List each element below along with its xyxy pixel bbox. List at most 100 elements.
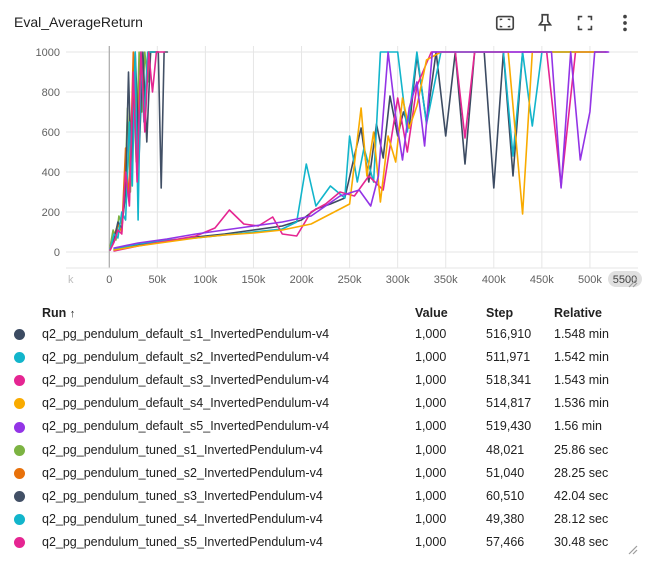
- run-color-dot: [14, 375, 25, 387]
- run-color-dot: [14, 421, 25, 433]
- run-step: 516,910: [486, 326, 532, 341]
- series-line: [113, 51, 609, 252]
- run-relative: 1.548 min: [554, 326, 609, 341]
- series-line: [113, 51, 603, 250]
- x-tick-label: 250k: [338, 274, 362, 286]
- runs-table: Run ↑ Value Step Relative q2_pg_pendulum…: [14, 304, 634, 554]
- table-header-row: Run ↑ Value Step Relative: [14, 304, 634, 322]
- line-chart[interactable]: 0 200 400 600 800 1000 0 50k 100k 150k 200k 250k 300…: [0, 40, 653, 295]
- run-color-dot: [14, 467, 25, 479]
- run-relative: 28.12 sec: [554, 512, 609, 527]
- y-tick-label: 0: [54, 247, 60, 259]
- run-color-dot: [14, 328, 25, 340]
- run-name: q2_pg_pendulum_tuned_s3_InvertedPendulum…: [42, 488, 323, 503]
- table-row[interactable]: q2_pg_pendulum_default_s1_InvertedPendul…: [14, 322, 634, 345]
- table-row[interactable]: q2_pg_pendulum_tuned_s3_InvertedPendulum…: [14, 484, 634, 507]
- run-relative: 28.25 sec: [554, 465, 609, 480]
- run-color-dot: [14, 491, 25, 503]
- fullscreen-button[interactable]: [569, 10, 601, 36]
- run-value: 1,000: [415, 349, 447, 364]
- fullscreen-icon: [577, 15, 593, 31]
- run-value: 1,000: [415, 465, 447, 480]
- run-name: q2_pg_pendulum_default_s4_InvertedPendul…: [42, 396, 330, 411]
- table-row[interactable]: q2_pg_pendulum_tuned_s5_InvertedPendulum…: [14, 531, 634, 554]
- series-line: [109, 51, 166, 251]
- run-value: 1,000: [415, 535, 447, 550]
- run-name: q2_pg_pendulum_tuned_s1_InvertedPendulum…: [42, 442, 323, 457]
- y-tick-label: 1000: [36, 47, 60, 59]
- table-row[interactable]: q2_pg_pendulum_tuned_s4_InvertedPendulum…: [14, 508, 634, 531]
- x-tick-label: 100k: [193, 274, 217, 286]
- x-end-label: 5500: [613, 274, 637, 286]
- run-step: 511,971: [486, 349, 531, 364]
- run-relative: 1.56 min: [554, 419, 602, 434]
- run-step: 51,040: [486, 465, 525, 480]
- run-relative: 25.86 sec: [554, 442, 609, 457]
- run-relative: 42.04 sec: [554, 488, 609, 503]
- run-relative: 1.536 min: [554, 396, 609, 411]
- run-color-dot: [14, 444, 25, 456]
- x-tick-label: 200k: [290, 274, 314, 286]
- run-name: q2_pg_pendulum_tuned_s5_InvertedPendulum…: [42, 535, 323, 550]
- x-tick-label: 500k: [578, 274, 602, 286]
- fit-domain-button[interactable]: [489, 10, 521, 36]
- run-value: 1,000: [415, 326, 447, 341]
- run-relative: 1.542 min: [554, 349, 609, 364]
- run-color-dot: [14, 398, 25, 410]
- pin-button[interactable]: [529, 10, 561, 36]
- x-tick-label: 0: [106, 274, 112, 286]
- run-step: 49,380: [486, 512, 525, 527]
- run-step: 60,510: [486, 488, 525, 503]
- y-tick-label: 600: [42, 127, 60, 139]
- run-step: 514,817: [486, 396, 532, 411]
- run-relative: 30.48 sec: [554, 535, 609, 550]
- run-value: 1,000: [415, 372, 447, 387]
- run-name: q2_pg_pendulum_default_s5_InvertedPendul…: [42, 419, 330, 434]
- run-color-dot: [14, 514, 25, 526]
- run-color-dot: [14, 351, 25, 363]
- y-tick-label: 200: [42, 207, 60, 219]
- table-row[interactable]: q2_pg_pendulum_default_s3_InvertedPendul…: [14, 368, 634, 391]
- more-options-button[interactable]: [609, 10, 641, 36]
- run-name: q2_pg_pendulum_tuned_s4_InvertedPendulum…: [42, 512, 323, 527]
- run-value: 1,000: [415, 488, 447, 503]
- series-line: [113, 51, 610, 249]
- x-tick-label: 450k: [530, 274, 554, 286]
- run-name: q2_pg_pendulum_default_s1_InvertedPendul…: [42, 326, 330, 341]
- sort-ascending-icon: ↑: [69, 308, 76, 320]
- run-color-dot: [14, 537, 25, 549]
- run-step: 48,021: [486, 442, 525, 457]
- resize-chart-icon[interactable]: [628, 278, 638, 288]
- run-name: q2_pg_pendulum_default_s2_InvertedPendul…: [42, 349, 330, 364]
- x-tick-label: 350k: [434, 274, 458, 286]
- y-tick-label: 400: [42, 167, 60, 179]
- fit-domain-icon: [495, 15, 515, 31]
- more-vert-icon: [623, 14, 627, 32]
- run-value: 1,000: [415, 419, 447, 434]
- run-value: 1,000: [415, 442, 447, 457]
- y-tick-label: 800: [42, 87, 60, 99]
- x-tick-label-cut: k: [68, 274, 74, 286]
- header-value[interactable]: Value: [415, 306, 448, 320]
- chart-title: Eval_AverageReturn: [14, 14, 143, 30]
- header-step[interactable]: Step: [486, 306, 514, 320]
- header-run[interactable]: Run ↑: [42, 306, 76, 320]
- resize-table-icon[interactable]: [628, 545, 638, 555]
- table-row[interactable]: q2_pg_pendulum_default_s2_InvertedPendul…: [14, 345, 634, 368]
- series-line: [109, 51, 158, 250]
- pin-icon: [537, 13, 553, 32]
- series-line: [113, 51, 606, 251]
- x-tick-label: 150k: [242, 274, 266, 286]
- table-row[interactable]: q2_pg_pendulum_default_s5_InvertedPendul…: [14, 415, 634, 438]
- table-row[interactable]: q2_pg_pendulum_tuned_s1_InvertedPendulum…: [14, 438, 634, 461]
- run-step: 519,430: [486, 419, 532, 434]
- x-tick-label: 400k: [482, 274, 506, 286]
- run-relative: 1.543 min: [554, 372, 609, 387]
- series-line: [113, 51, 608, 251]
- run-value: 1,000: [415, 396, 447, 411]
- table-row[interactable]: q2_pg_pendulum_tuned_s2_InvertedPendulum…: [14, 461, 634, 484]
- run-value: 1,000: [415, 512, 447, 527]
- run-name: q2_pg_pendulum_default_s3_InvertedPendul…: [42, 372, 330, 387]
- table-row[interactable]: q2_pg_pendulum_default_s4_InvertedPendul…: [14, 392, 634, 415]
- header-relative[interactable]: Relative: [554, 306, 602, 320]
